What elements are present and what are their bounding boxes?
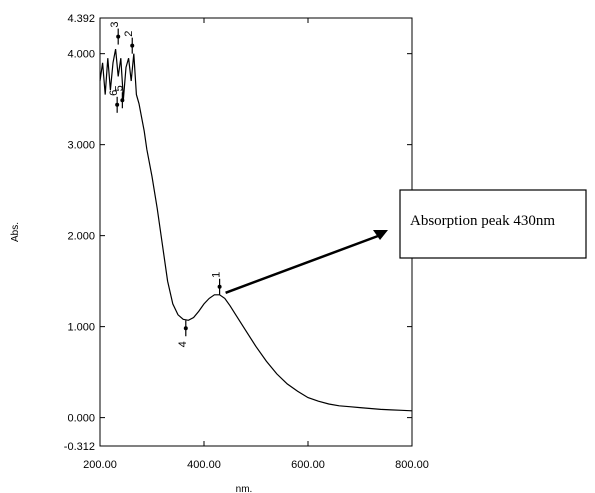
y-tick-label: 0.000	[67, 413, 95, 425]
peak-marker: 5	[113, 85, 125, 109]
peak-marker: 4	[177, 320, 189, 347]
annotation-box	[399, 189, 587, 259]
annotation-text: Absorption peak 430nm	[410, 213, 555, 229]
peak-label: 5	[113, 85, 125, 91]
peak-label: 3	[109, 22, 121, 28]
y-tick-label: 4.392	[67, 13, 95, 25]
y-tick-label: -0.312	[64, 441, 95, 453]
plot-area-frame	[99, 17, 413, 447]
y-tick-label: 3.000	[67, 140, 95, 152]
peak-label: 4	[177, 341, 189, 347]
x-axis-ticks: 200.00 400.00 600.00 800.00	[83, 18, 429, 471]
x-tick-label: 400.00	[187, 459, 221, 471]
x-tick-label: 200.00	[83, 459, 117, 471]
y-axis-ticks: 4.392 4.000 3.000 2.000 1.000 0.000 -0.312	[64, 13, 412, 453]
peak-marker: 1	[211, 272, 223, 295]
spectrum-line	[99, 48, 413, 412]
x-axis-label: nm.	[236, 484, 253, 493]
y-tick-label: 2.000	[67, 231, 95, 243]
peak-marker: 6	[108, 90, 120, 113]
peak-label: 2	[123, 31, 135, 37]
peak-label: 6	[108, 90, 120, 96]
annotation-arrow	[225, 234, 379, 294]
annotation-arrowhead	[373, 230, 388, 240]
peak-marker: 3	[109, 22, 121, 45]
x-tick-label: 800.00	[395, 459, 429, 471]
peak-marker: 2	[123, 31, 135, 54]
peak-markers: 1 23 4 56	[108, 22, 222, 348]
y-tick-label: 4.000	[67, 49, 95, 61]
y-axis-label: Abs.	[10, 222, 21, 242]
y-tick-label: 1.000	[67, 322, 95, 334]
peak-label: 1	[211, 272, 223, 278]
x-tick-label: 600.00	[291, 459, 325, 471]
